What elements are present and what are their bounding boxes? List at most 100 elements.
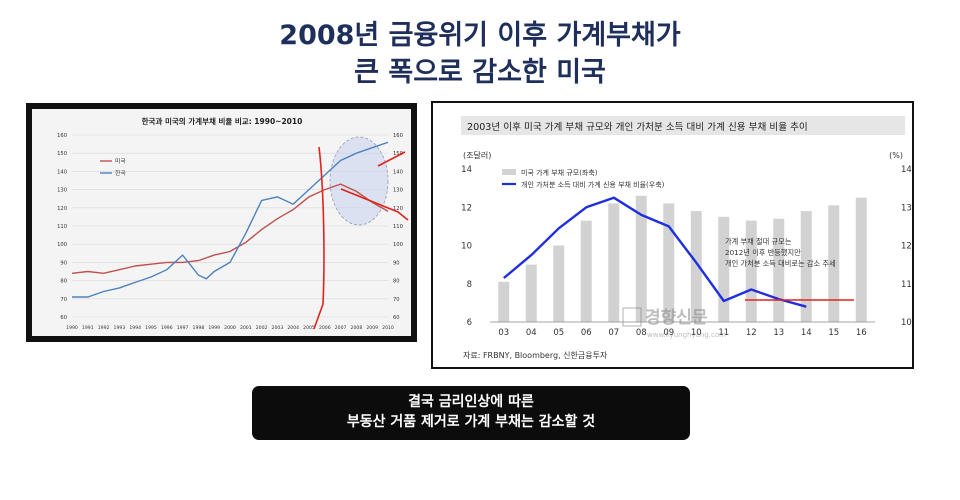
y2-tick-label: 140 [393,169,403,175]
x-tick-label: 1993 [114,325,126,331]
watermark-subtext: www.kyunghyang.com [647,331,726,339]
x-tick-label: 1999 [208,325,220,331]
bar-11 [718,216,730,322]
y-tick-label: 140 [57,169,67,175]
y-tick-label: 60 [60,315,67,321]
series-line-us [71,183,389,275]
annotation-line-1: 가계 부채 절대 규모는 [725,237,792,246]
y2-tick-label: 60 [393,315,400,321]
x-tick-label: 10 [691,328,702,338]
x-tick-label: 1992 [98,325,110,331]
ratio-line [503,196,807,308]
x-tick-label: 2002 [256,325,268,331]
us-household-debt-chart-panel: 2003년 이후 미국 가계 부채 규모와 개인 가처분 소득 대비 가계 신용… [431,101,917,369]
bar-04 [525,264,537,322]
bar-07 [608,203,620,322]
x-tick-label: 1995 [145,325,157,331]
x-tick-label: 2005 [303,325,315,331]
y2-tick-label: 130 [393,188,403,194]
x-tick-label: 1997 [177,325,189,331]
bar-05 [553,245,565,322]
bar-16 [855,197,867,322]
chart-annotation: 가계 부채 절대 규모는 2012년 이후 반등했지만 개인 가처분 소득 대비… [725,237,836,268]
annotation-line-3: 개인 가처분 소득 대비로는 감소 추세 [725,259,836,268]
watermark-emblem-icon [622,307,642,327]
watermark-text: 경향신문 [645,307,708,328]
y2-tick-label: 100 [901,318,912,328]
y-tick-label: 8 [467,280,472,290]
y-tick-label: 110 [57,224,67,230]
legend-label: 미국 [115,157,126,165]
x-tick-label: 1991 [82,325,94,331]
legend-label-line: 개인 가처분 소득 대비 가계 신용 부채 비율(우축) [521,180,665,189]
x-tick-label: 1990 [66,325,78,331]
x-tick-label: 2009 [366,325,378,331]
watermark-logo: 경향신문 www.kyunghyang.com [622,307,726,339]
x-tick-label: 13 [773,328,784,338]
x-tick-label: 11 [718,328,729,338]
bar-08 [635,195,647,322]
x-tick-label: 07 [608,328,619,338]
y2-tick-label: 70 [393,297,400,303]
x-tick-label: 1996 [161,325,173,331]
bar-10 [690,211,702,322]
x-tick-label: 14 [801,328,812,338]
korea-us-debt-chart-panel: 한국과 미국의 가계부채 비율 비교: 1990~2010 60 70 80 90 10… [26,103,417,342]
y2-tick-label: 150 [393,151,403,157]
bar-15 [828,205,840,322]
y2-tick-label: 120 [901,242,912,252]
x-tick-label: 08 [636,328,647,338]
x-tick-label: 06 [581,328,592,338]
x-tick-label: 03 [498,328,509,338]
x-tick-label: 2010 [382,325,394,331]
conclusion-line1: 결국 금리인상에 따른 [408,394,534,410]
x-tick-label: 2004 [287,325,299,331]
x-tick-label: 05 [553,328,564,338]
y2-tick-label: 130 [901,203,912,213]
x-tick-label: 04 [526,328,537,338]
legend-label-bar: 미국 가계 부채 규모(좌축) [521,168,598,177]
x-tick-label: 2000 [224,325,236,331]
x-tick-label: 09 [663,328,674,338]
x-tick-label: 2006 [319,325,331,331]
source-note: 자료: FRBNY, Bloomberg, 신한금융투자 [463,351,608,360]
right-axis-unit-label: (%) [889,151,903,160]
bar-09 [663,203,675,322]
y-tick-label: 12 [461,203,472,213]
slide-title-line1: 2008년 금융위기 이후 가계부채가 [279,20,681,51]
red-annotation-vertical-line [313,146,325,330]
y-tick-label: 14 [461,165,472,175]
red-annotation-us-arrow [340,188,409,221]
annotation-line-2: 2012년 이후 반등했지만 [725,248,801,257]
y2-tick-label: 140 [901,165,912,175]
y-tick-label: 10 [461,242,472,252]
legend-swatch-bar [502,169,516,175]
right-chart-title-bar [461,116,905,135]
bar-03 [498,281,510,322]
y-tick-label: 150 [57,151,67,157]
x-tick-label: 2001 [240,325,252,331]
y2-tick-label: 100 [393,242,403,248]
series-line-korea [72,141,389,298]
x-tick-label: 2007 [335,325,347,331]
x-tick-label: 12 [746,328,757,338]
highlight-ellipse [329,136,389,226]
left-axis-unit-label: (조달러) [463,151,491,160]
y2-tick-label: 160 [393,133,403,139]
slide-title-line2: 큰 폭으로 감소한 미국 [354,57,606,88]
right-chart-title: 2003년 이후 미국 가계 부채 규모와 개인 가처분 소득 대비 가계 신용… [467,121,808,133]
conclusion-line2: 부동산 거품 제거로 가계 부채는 감소할 것 [346,414,596,430]
y-tick-label: 120 [57,206,67,212]
x-tick-label: 15 [828,328,839,338]
y-tick-label: 160 [57,133,67,139]
legend-label: 한국 [115,170,126,177]
red-annotation-korea-arrow [377,151,406,167]
y2-tick-label: 90 [393,260,400,266]
bar-13 [773,218,785,322]
y-tick-label: 100 [57,242,67,248]
left-chart-title: 한국과 미국의 가계부채 비율 비교: 1990~2010 [142,116,303,126]
bar-12 [745,220,757,322]
y-tick-label: 90 [60,260,67,266]
y2-tick-label: 80 [393,279,400,285]
x-tick-label: 2003 [272,325,284,331]
